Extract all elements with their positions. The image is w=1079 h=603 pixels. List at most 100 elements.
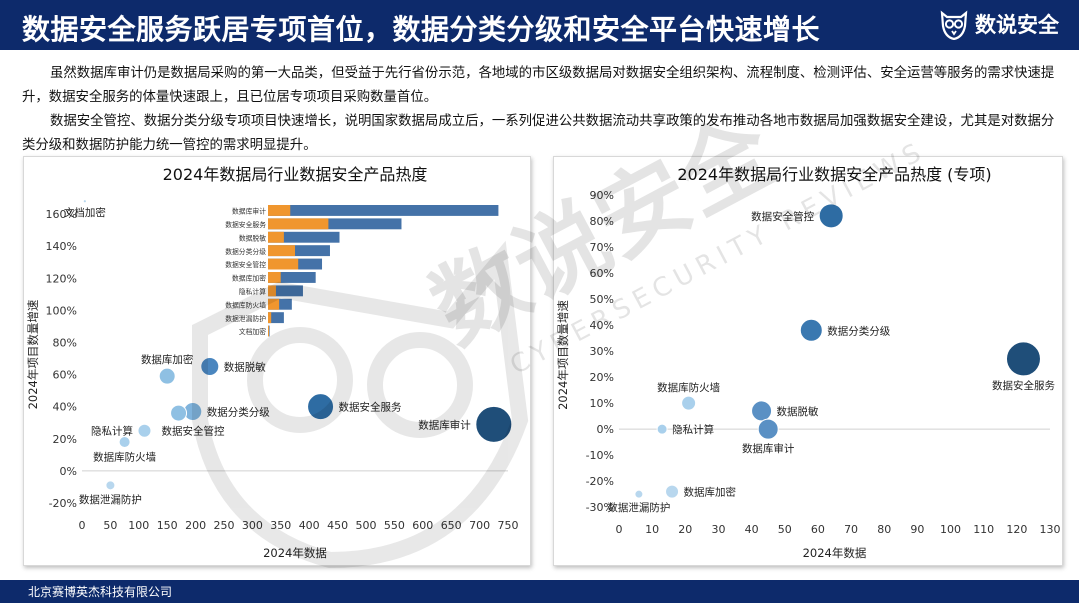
x-tick-label: 150 [157, 519, 178, 532]
point-label: 数据分类分级 [827, 324, 890, 337]
point-label: 数据安全服务 [339, 401, 402, 414]
intro-paragraph-1: 虽然数据库审计仍是数据局采购的第一大品类，但受益于先行省份示范，各地域的市区级数… [22, 66, 1055, 105]
intro-paragraph-2: 数据安全管控、数据分类分级专项项目快速增长，说明国家数据局成立后，一系列促进公共… [22, 114, 1055, 153]
x-tick-label: 250 [214, 519, 235, 532]
point-label: 数据安全管控 [751, 210, 814, 223]
x-tick-label: 750 [498, 519, 519, 532]
company-name: 北京赛博英杰科技有限公司 [28, 585, 173, 599]
bubble-point [137, 423, 152, 438]
y-tick-label: 20% [590, 371, 614, 384]
chart-title: 2024年数据局行业数据安全产品热度 [163, 165, 428, 184]
y-tick-label: 0% [597, 423, 614, 436]
x-tick-label: 130 [1040, 523, 1061, 536]
chart-panel-left: 2024年数据局行业数据安全产品热度 2024年数据 2024年项目数量增速 -20%… [23, 156, 531, 566]
bubble-point [757, 418, 779, 440]
x-tick-label: 0 [79, 519, 86, 532]
footer-bar: 北京赛博英杰科技有限公司 [0, 580, 1079, 603]
inset-bar-special [268, 298, 280, 310]
brand-logo: 数说安全 [939, 8, 1059, 40]
point-label: 隐私计算 [672, 423, 714, 436]
brand-name: 数说安全 [975, 13, 1059, 37]
inset-category-label: 数据分类分级 [225, 247, 266, 256]
intro-text: 虽然数据库审计仍是数据局采购的第一大品类，但受益于先行省份示范，各地域的市区级数… [22, 62, 1060, 158]
y-tick-label: 60% [53, 369, 77, 382]
inset-category-label: 数据库审计 [232, 207, 266, 216]
y-tick-label: 0% [60, 465, 77, 478]
point-label: 文档加密 [64, 206, 106, 219]
x-tick-label: 40 [745, 523, 759, 536]
point-label: 数据库防火墙 [93, 450, 156, 463]
point-label: 数据分类分级 [207, 405, 270, 418]
y-tick-label: 20% [53, 433, 77, 446]
bubble-point [105, 480, 116, 491]
inset-bar-special [268, 245, 296, 257]
inset-bar-special [268, 325, 269, 337]
point-label: 隐私计算 [91, 425, 133, 438]
y-tick-label: -20% [49, 497, 77, 510]
y-tick-label: -30% [586, 501, 614, 514]
bubble-point [634, 489, 644, 499]
inset-bar-total [268, 272, 316, 283]
y-axis-label: 2024年项目数量增速 [26, 299, 40, 409]
x-tick-label: 600 [412, 519, 433, 532]
y-tick-label: 120% [46, 272, 77, 285]
x-axis-label: 2024年数据 [263, 546, 327, 560]
inset-category-label: 文档加密 [239, 327, 266, 336]
point-label: 数据脱敏 [224, 361, 266, 374]
y-tick-label: 60% [590, 267, 614, 280]
bubble-point [818, 203, 844, 229]
point-label: 数据泄漏防护 [607, 501, 670, 514]
x-tick-label: 90 [910, 523, 924, 536]
point-label: 数据库审计 [418, 418, 471, 431]
x-tick-label: 50 [778, 523, 792, 536]
bubble-point [170, 404, 188, 422]
x-tick-label: 400 [299, 519, 320, 532]
x-tick-label: 350 [270, 519, 291, 532]
y-tick-label: 50% [590, 293, 614, 306]
chart-panel-right: 2024年数据局行业数据安全产品热度 (专项) 2024年数据 2024年项目数量增… [553, 156, 1063, 566]
inset-category-label: 数据泄漏防护 [225, 314, 266, 323]
inset-bar-special [268, 231, 284, 243]
x-tick-label: 550 [384, 519, 405, 532]
inset-bar-total [268, 231, 340, 243]
bubble-point [751, 400, 773, 422]
bubble-point [475, 405, 513, 443]
owl-logo-icon [940, 10, 968, 40]
page-title: 数据安全服务跃居专项首位，数据分类分级和安全平台快速增长 [22, 13, 821, 46]
y-tick-label: 100% [46, 304, 77, 317]
chart-title: 2024年数据局行业数据安全产品热度 (专项) [677, 165, 991, 184]
header-bar: 数据安全服务跃居专项首位，数据分类分级和安全平台快速增长 数说安全 [0, 0, 1079, 50]
bubble-point [307, 393, 335, 421]
inset-category-label: 数据安全管控 [225, 260, 266, 269]
point-label: 数据脱敏 [777, 405, 819, 418]
x-tick-label: 60 [811, 523, 825, 536]
x-tick-label: 700 [469, 519, 490, 532]
y-tick-label: 140% [46, 240, 77, 253]
x-tick-label: 200 [185, 519, 206, 532]
y-tick-label: 70% [590, 241, 614, 254]
inset-category-label: 数据库防火墙 [225, 300, 266, 309]
y-tick-label: -10% [586, 449, 614, 462]
y-axis-label: 2024年项目数量增速 [556, 300, 570, 410]
point-label: 数据库加密 [141, 353, 194, 366]
x-tick-label: 0 [616, 523, 623, 536]
y-tick-label: 10% [590, 397, 614, 410]
x-tick-label: 100 [128, 519, 149, 532]
bubble-point [82, 199, 87, 204]
y-tick-label: 160% [46, 208, 77, 221]
inset-category-label: 数据脱敏 [239, 233, 266, 242]
y-tick-label: 30% [590, 345, 614, 358]
x-tick-label: 100 [940, 523, 961, 536]
bubble-chart-all: 2024年数据局行业数据安全产品热度 2024年数据 2024年项目数量增速 -20%… [26, 165, 519, 560]
bubble-point [799, 318, 823, 342]
point-label: 数据安全管控 [162, 425, 225, 438]
x-tick-label: 30 [711, 523, 725, 536]
x-tick-label: 650 [441, 519, 462, 532]
inset-category-label: 隐私计算 [239, 287, 266, 296]
bubble-point [200, 357, 220, 377]
y-tick-label: 40% [590, 319, 614, 332]
x-tick-label: 10 [645, 523, 659, 536]
inset-bar-total [268, 298, 292, 310]
bubble-point [656, 423, 668, 435]
bubble-point [158, 367, 176, 385]
